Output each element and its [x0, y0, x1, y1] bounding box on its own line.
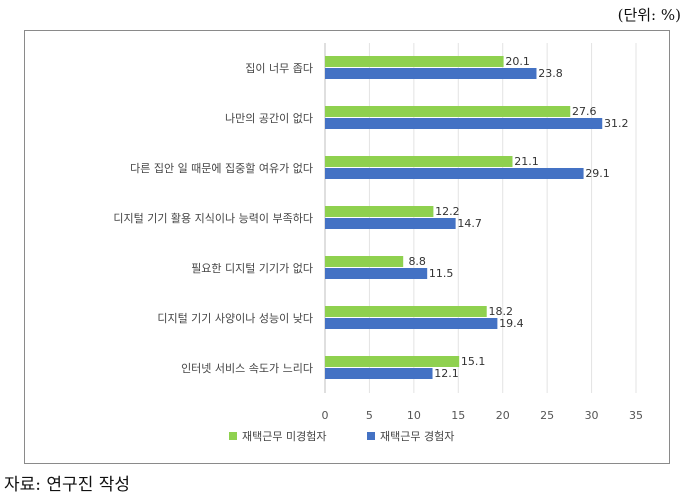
bar-experience: [325, 218, 456, 229]
category-label: 필요한 디지털 기기가 없다: [191, 262, 313, 275]
x-tick-label: 25: [540, 409, 554, 422]
data-label: 8.8: [408, 255, 426, 268]
data-label: 14.7: [457, 217, 482, 230]
data-label: 18.2: [488, 305, 513, 318]
bar-no-experience: [325, 306, 487, 317]
bar-experience: [325, 368, 433, 379]
bar-experience: [325, 168, 584, 179]
bar-experience: [325, 118, 603, 129]
category-label: 집이 너무 좁다: [245, 62, 313, 75]
source-note: 자료: 연구진 작성: [4, 475, 131, 495]
x-tick-label: 20: [496, 409, 510, 422]
unit-note: (단위: %): [617, 6, 681, 24]
data-label: 21.1: [514, 155, 539, 168]
bar-no-experience: [325, 356, 460, 367]
legend-swatch: [367, 432, 375, 440]
bar-experience: [325, 68, 537, 79]
data-label: 19.4: [499, 317, 524, 330]
bar-experience: [325, 268, 428, 279]
data-label: 12.1: [434, 367, 459, 380]
data-label: 29.1: [585, 167, 610, 180]
x-tick-label: 35: [629, 409, 643, 422]
data-label: 23.8: [538, 67, 563, 80]
data-label: 31.2: [604, 117, 629, 130]
category-label: 인터넷 서비스 속도가 느리다: [181, 362, 313, 375]
category-label: 나만의 공간이 없다: [225, 112, 313, 125]
bar-no-experience: [325, 256, 404, 267]
x-tick-label: 10: [407, 409, 421, 422]
data-label: 11.5: [429, 267, 454, 280]
legend-swatch: [229, 432, 237, 440]
x-tick-label: 15: [451, 409, 465, 422]
bar-no-experience: [325, 106, 571, 117]
chart-frame: [24, 30, 670, 464]
legend-label: 재택근무 미경험자: [242, 430, 326, 443]
bar-no-experience: [325, 156, 513, 167]
bar-no-experience: [325, 206, 434, 217]
bar-experience: [325, 318, 498, 329]
x-tick-label: 5: [366, 409, 373, 422]
data-label: 15.1: [461, 355, 486, 368]
data-label: 12.2: [435, 205, 460, 218]
x-tick-label: 30: [585, 409, 599, 422]
category-label: 디지털 기기 사양이나 성능이 낮다: [157, 312, 313, 325]
data-label: 20.1: [505, 55, 530, 68]
x-tick-label: 0: [322, 409, 329, 422]
category-label: 다른 집안 일 때문에 집중할 여유가 없다: [130, 161, 313, 175]
category-label: 디지털 기기 활용 지식이나 능력이 부족하다: [113, 211, 313, 225]
legend-label: 재택근무 경험자: [380, 430, 454, 443]
bar-no-experience: [325, 56, 504, 67]
data-label: 27.6: [572, 105, 597, 118]
